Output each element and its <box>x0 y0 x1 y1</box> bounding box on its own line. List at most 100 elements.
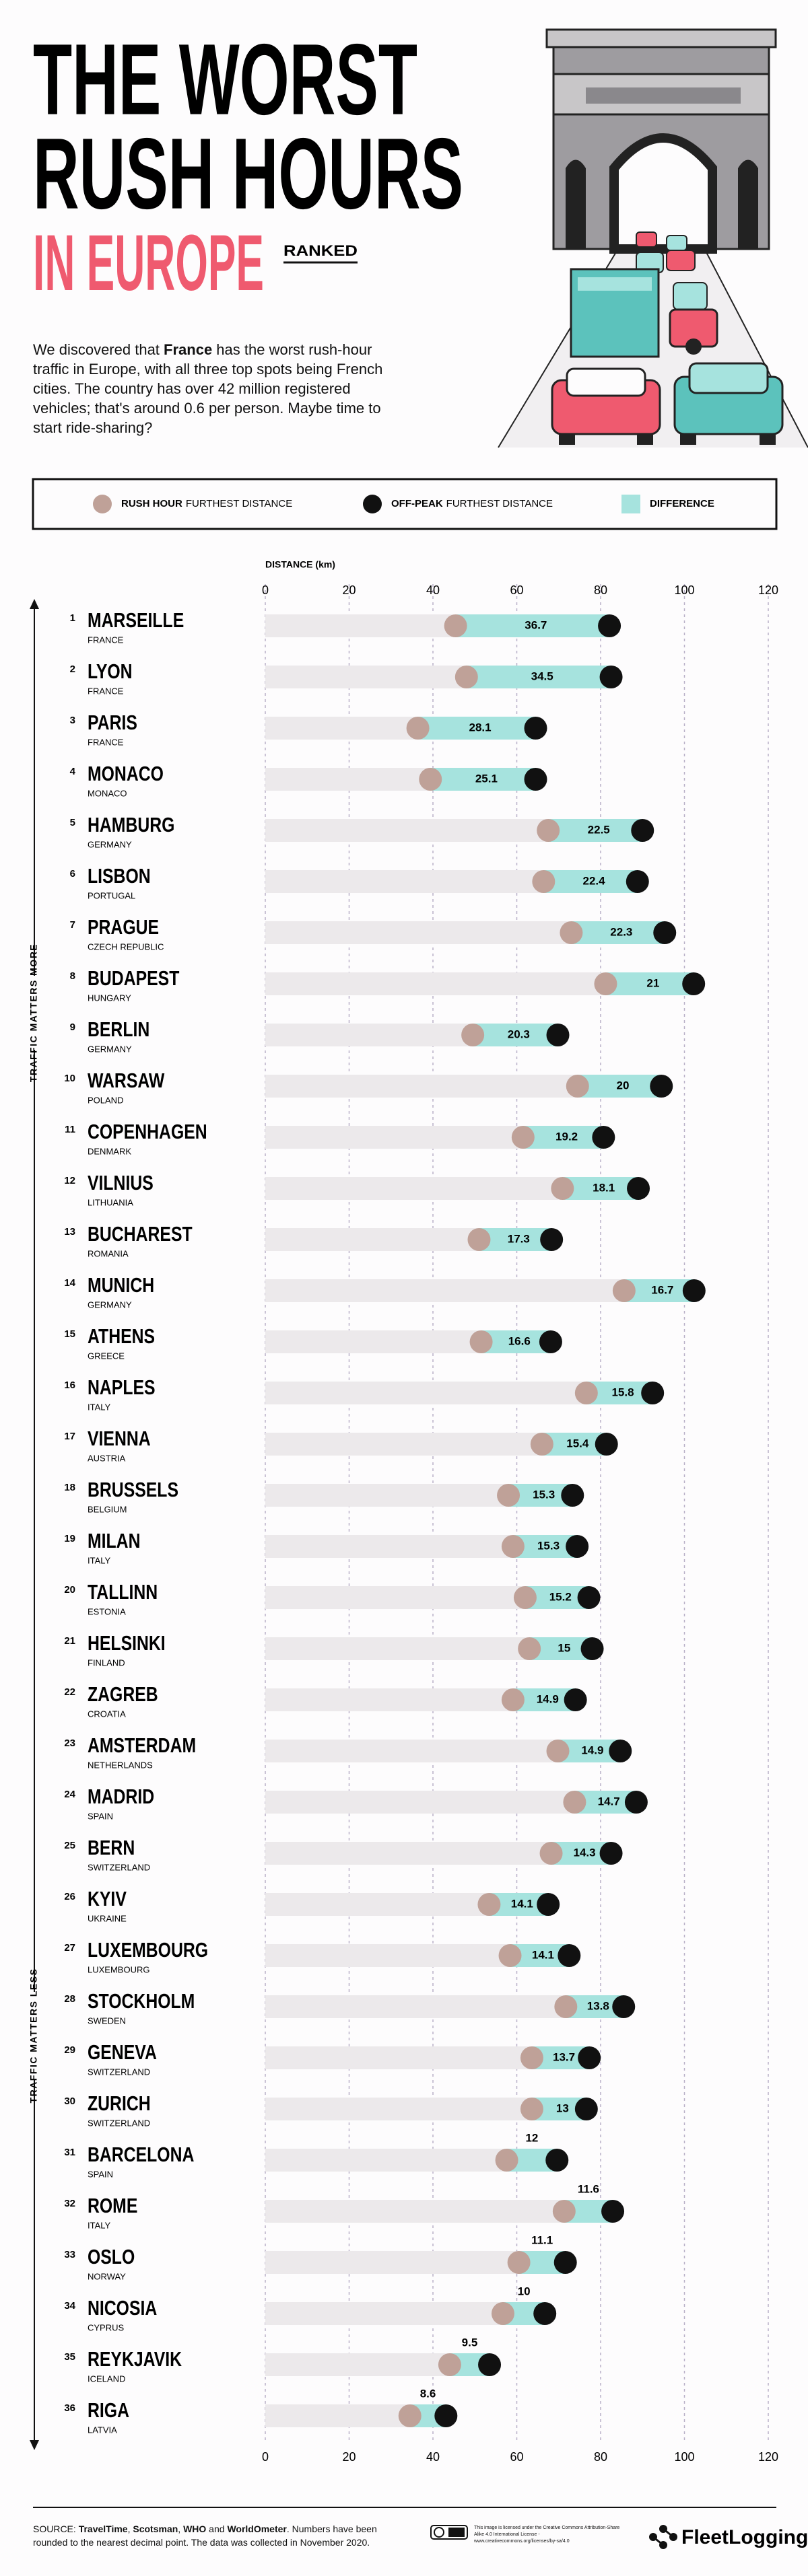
legend-suffix: FURTHEST DISTANCE <box>186 498 292 509</box>
difference-bar <box>562 1177 639 1200</box>
rank: 31 <box>64 2147 75 2158</box>
difference-label: 15.4 <box>566 1437 589 1450</box>
off-peak-dot <box>578 2046 601 2069</box>
country: BELGIUM <box>88 1504 127 1514</box>
rush-hour-dot <box>560 921 583 944</box>
rows: 1 MARSEILLE FRANCE 36.7 2 LYON FRANCE 34.5 3 PARI… <box>64 609 706 2435</box>
rank: 24 <box>64 1789 75 1800</box>
x-tick-label: 80 <box>594 2450 607 2464</box>
country: SWITZERLAND <box>88 2067 150 2077</box>
side-label: TRAFFIC MATTERS LESS <box>28 1968 39 2104</box>
country: GERMANY <box>88 1044 132 1054</box>
rush-hour-dot <box>546 1740 570 1762</box>
rank: 20 <box>64 1584 75 1596</box>
text: and <box>206 2524 228 2534</box>
city-name: BRUSSELS <box>88 1478 178 1501</box>
rush-hour-dot <box>563 1791 586 1814</box>
rush-hour-dot <box>520 2098 543 2120</box>
country: LITHUANIA <box>88 1197 133 1207</box>
illustration <box>498 28 808 448</box>
off-peak-dot <box>624 1791 648 1814</box>
off-peak-dot <box>641 1382 665 1404</box>
difference-bar <box>455 614 610 637</box>
off-peak-dot <box>650 1075 673 1098</box>
text: , <box>178 2524 184 2534</box>
rank: 36 <box>64 2402 75 2414</box>
difference-bar <box>548 819 643 842</box>
city-name: LYON <box>88 660 133 683</box>
rush-hour-dot <box>469 1330 493 1353</box>
city-name: MONACO <box>88 762 164 785</box>
city-name: STOCKHOLM <box>88 1990 195 2013</box>
rank: 26 <box>64 1891 75 1902</box>
difference-bar <box>481 1330 551 1353</box>
difference-label: 14.9 <box>581 1744 603 1756</box>
country: ESTONIA <box>88 1606 126 1616</box>
difference-label: 9.5 <box>462 2336 478 2349</box>
rank: 30 <box>64 2096 75 2107</box>
off-peak-dot <box>564 1688 587 1711</box>
title-line: RUSH HOURS <box>33 117 463 230</box>
cc-icon <box>434 2527 444 2538</box>
off-peak-dot <box>537 1893 560 1916</box>
rank: 23 <box>64 1738 75 1749</box>
text: , <box>127 2524 133 2534</box>
country: CROATIA <box>88 1709 126 1719</box>
country: NETHERLANDS <box>88 1760 153 1770</box>
off-peak-dot <box>626 870 649 893</box>
rush-hour-dot <box>491 2302 514 2325</box>
x-tick-label: 0 <box>262 2450 269 2464</box>
rush-hour-dot <box>530 1433 553 1456</box>
difference-bar <box>473 1024 558 1046</box>
source: SOURCE: TravelTime, Scotsman, WHO and Wo… <box>33 2522 410 2549</box>
legend-suffix: FURTHEST DISTANCE <box>446 498 553 509</box>
off-peak-dot <box>577 1586 601 1609</box>
difference-label: 10 <box>518 2285 531 2297</box>
difference-label: 34.5 <box>531 670 553 682</box>
difference-label: 15.3 <box>533 1488 555 1501</box>
rush-hour-dot <box>501 1688 525 1711</box>
x-tick-label: 80 <box>594 583 607 597</box>
rank: 25 <box>64 1840 75 1851</box>
city-name: PRAGUE <box>88 916 159 939</box>
legend-label: OFF-PEAK FURTHEST DISTANCE <box>391 498 553 509</box>
difference-label: 13.8 <box>587 1999 609 2012</box>
difference-bar <box>543 870 638 893</box>
off-peak-dot <box>545 2149 569 2172</box>
country: LUXEMBOURG <box>88 1964 149 1974</box>
x-tick-label: 120 <box>758 583 778 597</box>
legend-swatch <box>621 495 640 513</box>
x-tick-label: 40 <box>426 2450 440 2464</box>
difference-label: 21 <box>646 976 659 989</box>
off-peak-dot <box>631 819 654 842</box>
rush-hour-dot <box>539 1842 563 1865</box>
x-tick-label: 100 <box>674 2450 694 2464</box>
off-peak-dot <box>598 614 621 637</box>
rush-hour-dot <box>501 1535 525 1558</box>
difference-label: 16.7 <box>651 1283 673 1296</box>
off-peak-dot <box>524 717 547 740</box>
rush-hour-dot <box>552 2200 576 2223</box>
difference-label: 25.1 <box>475 772 498 785</box>
rush-hour-dot <box>467 1228 491 1251</box>
rush-hour-dot <box>406 717 430 740</box>
difference-bar <box>430 768 536 791</box>
title-line: THE WORST <box>33 23 417 136</box>
off-peak-dot <box>592 1126 615 1149</box>
city-name: ZAGREB <box>88 1683 158 1706</box>
city-name: LISBON <box>88 865 151 888</box>
rush-hour-dot <box>495 2149 518 2172</box>
cc-icon <box>448 2528 465 2537</box>
rank: 16 <box>64 1380 75 1391</box>
city-name: KYIV <box>88 1888 127 1910</box>
rush-hour-dot <box>398 2404 422 2427</box>
rush-hour-dot <box>507 2251 531 2274</box>
country: ROMANIA <box>88 1248 129 1258</box>
rank: 34 <box>64 2300 75 2312</box>
rush-hour-dot <box>498 1944 522 1967</box>
rank: 12 <box>64 1175 75 1186</box>
legend-swatch <box>93 495 112 513</box>
difference-bar <box>605 972 694 995</box>
